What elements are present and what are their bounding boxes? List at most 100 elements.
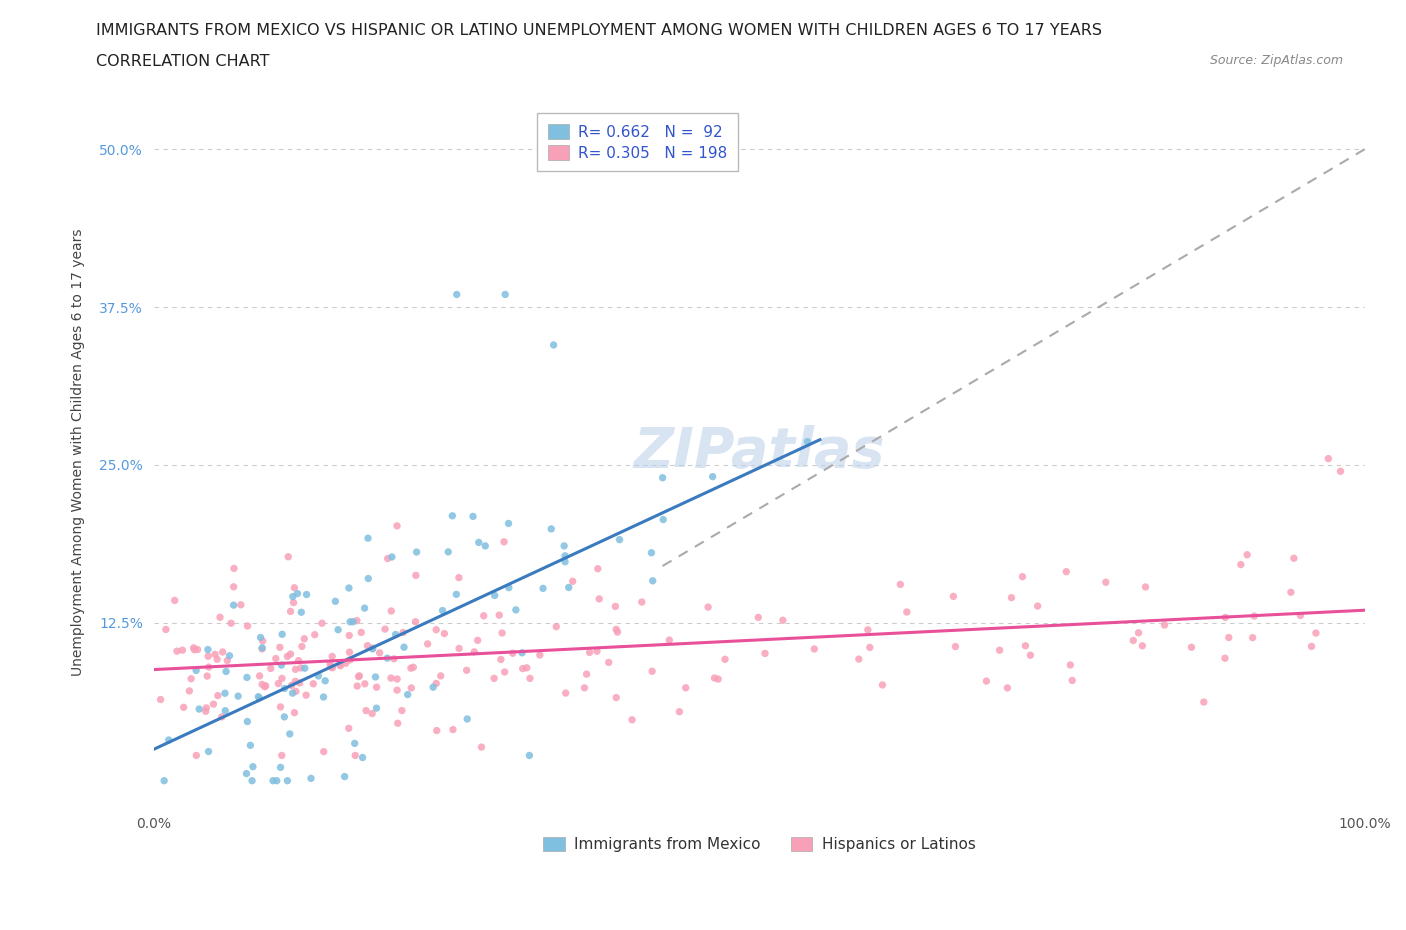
- Point: [202, 697, 225, 711]
- Point: [347, 670, 370, 684]
- Point: [621, 712, 644, 727]
- Point: [803, 642, 825, 657]
- Point: [374, 621, 396, 636]
- Point: [380, 604, 402, 618]
- Point: [658, 632, 681, 647]
- Point: [384, 627, 406, 642]
- Point: [516, 660, 538, 675]
- Point: [1230, 557, 1253, 572]
- Point: [299, 771, 322, 786]
- Point: [586, 562, 609, 577]
- Point: [333, 769, 356, 784]
- Point: [1215, 610, 1237, 625]
- Point: [307, 669, 329, 684]
- Point: [392, 640, 415, 655]
- Point: [179, 684, 201, 698]
- Point: [270, 760, 292, 775]
- Point: [714, 652, 737, 667]
- Point: [456, 663, 478, 678]
- Point: [183, 641, 205, 656]
- Point: [630, 594, 652, 609]
- Point: [578, 645, 600, 660]
- Point: [796, 434, 818, 449]
- Point: [484, 588, 506, 603]
- Point: [598, 655, 620, 670]
- Point: [668, 704, 690, 719]
- Point: [222, 561, 245, 576]
- Point: [531, 581, 554, 596]
- Point: [337, 721, 360, 736]
- Point: [488, 607, 510, 622]
- Point: [229, 597, 252, 612]
- Point: [188, 701, 211, 716]
- Point: [197, 744, 219, 759]
- Point: [392, 625, 415, 640]
- Point: [337, 628, 360, 643]
- Point: [703, 671, 725, 685]
- Point: [1243, 608, 1265, 623]
- Point: [337, 580, 360, 595]
- Point: [361, 706, 384, 721]
- Point: [153, 773, 176, 788]
- Point: [339, 653, 361, 668]
- Point: [350, 625, 373, 640]
- Point: [446, 587, 468, 602]
- Point: [222, 598, 245, 613]
- Point: [195, 669, 218, 684]
- Point: [278, 726, 301, 741]
- Point: [482, 671, 505, 685]
- Point: [294, 660, 316, 675]
- Point: [474, 538, 496, 553]
- Point: [155, 622, 177, 637]
- Point: [247, 689, 270, 704]
- Point: [1000, 591, 1022, 605]
- Point: [588, 591, 610, 606]
- Point: [250, 642, 273, 657]
- Point: [1054, 565, 1077, 579]
- Point: [1130, 638, 1153, 653]
- Point: [186, 748, 208, 763]
- Point: [425, 622, 447, 637]
- Point: [187, 642, 209, 657]
- Point: [280, 678, 302, 693]
- Point: [402, 659, 425, 674]
- Point: [848, 652, 870, 667]
- Point: [218, 648, 240, 663]
- Point: [335, 656, 357, 671]
- Point: [651, 471, 673, 485]
- Point: [271, 671, 294, 685]
- Point: [945, 639, 967, 654]
- Text: CORRELATION CHART: CORRELATION CHART: [96, 54, 269, 69]
- Point: [270, 658, 292, 672]
- Point: [197, 649, 219, 664]
- Point: [346, 613, 368, 628]
- Point: [321, 649, 343, 664]
- Point: [470, 739, 492, 754]
- Point: [747, 610, 769, 625]
- Point: [361, 642, 384, 657]
- Point: [399, 660, 422, 675]
- Point: [236, 670, 259, 684]
- Point: [543, 338, 565, 352]
- Point: [437, 544, 460, 559]
- Point: [429, 669, 451, 684]
- Point: [605, 599, 627, 614]
- Point: [197, 659, 219, 674]
- Point: [422, 680, 444, 695]
- Point: [249, 669, 271, 684]
- Point: [166, 644, 188, 658]
- Point: [312, 689, 335, 704]
- Point: [260, 661, 283, 676]
- Point: [291, 639, 314, 654]
- Legend: Immigrants from Mexico, Hispanics or Latinos: Immigrants from Mexico, Hispanics or Lat…: [537, 830, 981, 858]
- Point: [385, 683, 408, 698]
- Point: [346, 679, 368, 694]
- Point: [281, 685, 304, 700]
- Point: [292, 631, 315, 646]
- Point: [239, 737, 262, 752]
- Point: [1241, 631, 1264, 645]
- Point: [1094, 575, 1116, 590]
- Point: [240, 773, 263, 788]
- Point: [375, 651, 398, 666]
- Point: [512, 661, 534, 676]
